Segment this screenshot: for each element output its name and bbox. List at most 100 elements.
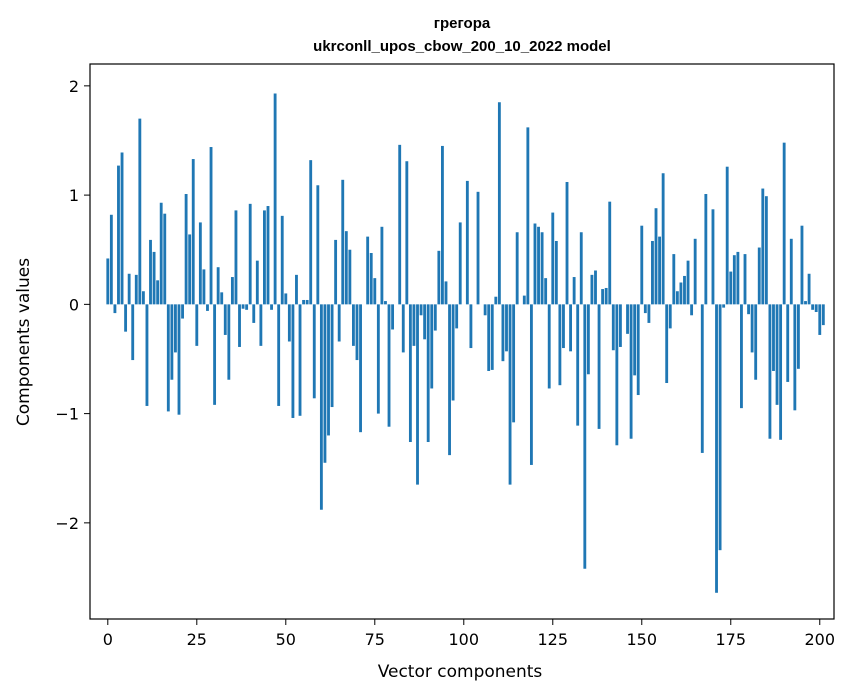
x-tick-label: 50 [276, 630, 296, 649]
x-tick-label: 175 [715, 630, 746, 649]
bar-29 [209, 147, 213, 305]
bar-122 [540, 232, 544, 305]
bar-196 [804, 301, 807, 305]
bar-170 [711, 209, 715, 305]
bar-180 [747, 304, 750, 315]
bar-30 [213, 304, 217, 405]
bar-168 [704, 194, 708, 305]
bar-92 [433, 304, 437, 331]
bar-160 [675, 291, 679, 305]
bar-7 [131, 304, 135, 361]
plot-frame [89, 63, 835, 620]
bar-183 [757, 247, 761, 305]
bar-1 [109, 214, 113, 305]
bar-84 [405, 161, 409, 305]
bar-0 [106, 258, 110, 305]
bar-130 [569, 304, 572, 352]
bar-113 [508, 304, 512, 485]
bar-50 [284, 293, 288, 305]
bar-135 [586, 304, 590, 375]
x-tick-label: 125 [538, 630, 569, 649]
x-tick-label: 0 [103, 630, 113, 649]
bar-191 [786, 304, 790, 382]
bar-152 [647, 304, 651, 323]
bar-147 [629, 304, 633, 439]
bar-155 [658, 236, 661, 305]
bar-47 [273, 93, 277, 305]
bar-59 [316, 185, 320, 305]
bar-94 [441, 145, 444, 305]
bar-185 [764, 196, 768, 305]
bar-73 [366, 236, 370, 305]
bar-96 [448, 304, 451, 456]
bar-102 [469, 304, 473, 349]
bar-193 [793, 304, 797, 411]
bar-184 [761, 188, 765, 305]
bar-3 [117, 165, 120, 305]
bar-79 [387, 304, 391, 427]
bar-26 [198, 222, 202, 305]
bar-123 [544, 278, 548, 305]
bar-44 [263, 210, 266, 305]
bar-88 [419, 304, 423, 316]
bar-153 [651, 240, 654, 305]
bar-194 [796, 304, 800, 369]
bar-32 [220, 292, 224, 305]
bar-41 [252, 304, 256, 323]
bar-55 [302, 299, 306, 305]
chart-title: грегора [434, 15, 491, 32]
bar-2 [113, 304, 117, 314]
bar-65 [337, 304, 341, 342]
bar-188 [775, 304, 779, 405]
bar-28 [206, 304, 209, 311]
x-tick-label: 25 [187, 630, 207, 649]
bar-89 [423, 304, 427, 340]
bar-177 [736, 251, 740, 305]
bar-175 [729, 271, 733, 305]
bar-136 [590, 274, 594, 305]
bar-95 [444, 281, 448, 305]
bar-31 [216, 267, 220, 305]
bar-23 [188, 234, 192, 305]
bar-8 [134, 274, 138, 305]
bar-142 [611, 304, 615, 351]
bar-9 [138, 118, 142, 305]
bar-37 [238, 304, 241, 347]
x-axis-label: Vector components [378, 662, 543, 682]
bar-117 [522, 295, 526, 305]
bar-24 [191, 159, 195, 305]
bar-93 [437, 250, 441, 305]
bar-49 [280, 215, 284, 305]
bar-199 [814, 304, 818, 312]
bar-187 [772, 304, 775, 371]
bar-158 [668, 304, 672, 329]
bar-76 [376, 304, 380, 414]
bar-195 [800, 225, 804, 305]
bar-64 [334, 239, 338, 305]
x-tick-label: 75 [365, 630, 385, 649]
bar-68 [348, 249, 352, 305]
bar-104 [476, 191, 480, 305]
bar-140 [604, 287, 608, 305]
bar-143 [615, 304, 619, 446]
bar-87 [416, 304, 419, 485]
bar-109 [494, 296, 498, 305]
bar-190 [782, 142, 786, 305]
bar-10 [141, 291, 145, 305]
bar-69 [352, 304, 355, 346]
y-tick-label: 1 [69, 186, 79, 205]
bar-82 [398, 144, 402, 305]
bar-70 [355, 304, 359, 361]
bar-111 [501, 304, 505, 362]
bar-148 [633, 304, 637, 376]
bar-131 [572, 277, 576, 305]
bar-101 [465, 180, 469, 305]
bar-181 [750, 304, 754, 353]
bar-53 [295, 274, 298, 305]
bar-52 [291, 304, 295, 418]
bar-25 [195, 304, 199, 346]
bar-133 [579, 232, 583, 305]
bar-149 [636, 304, 640, 396]
bar-110 [497, 102, 501, 305]
bar-43 [259, 304, 263, 346]
